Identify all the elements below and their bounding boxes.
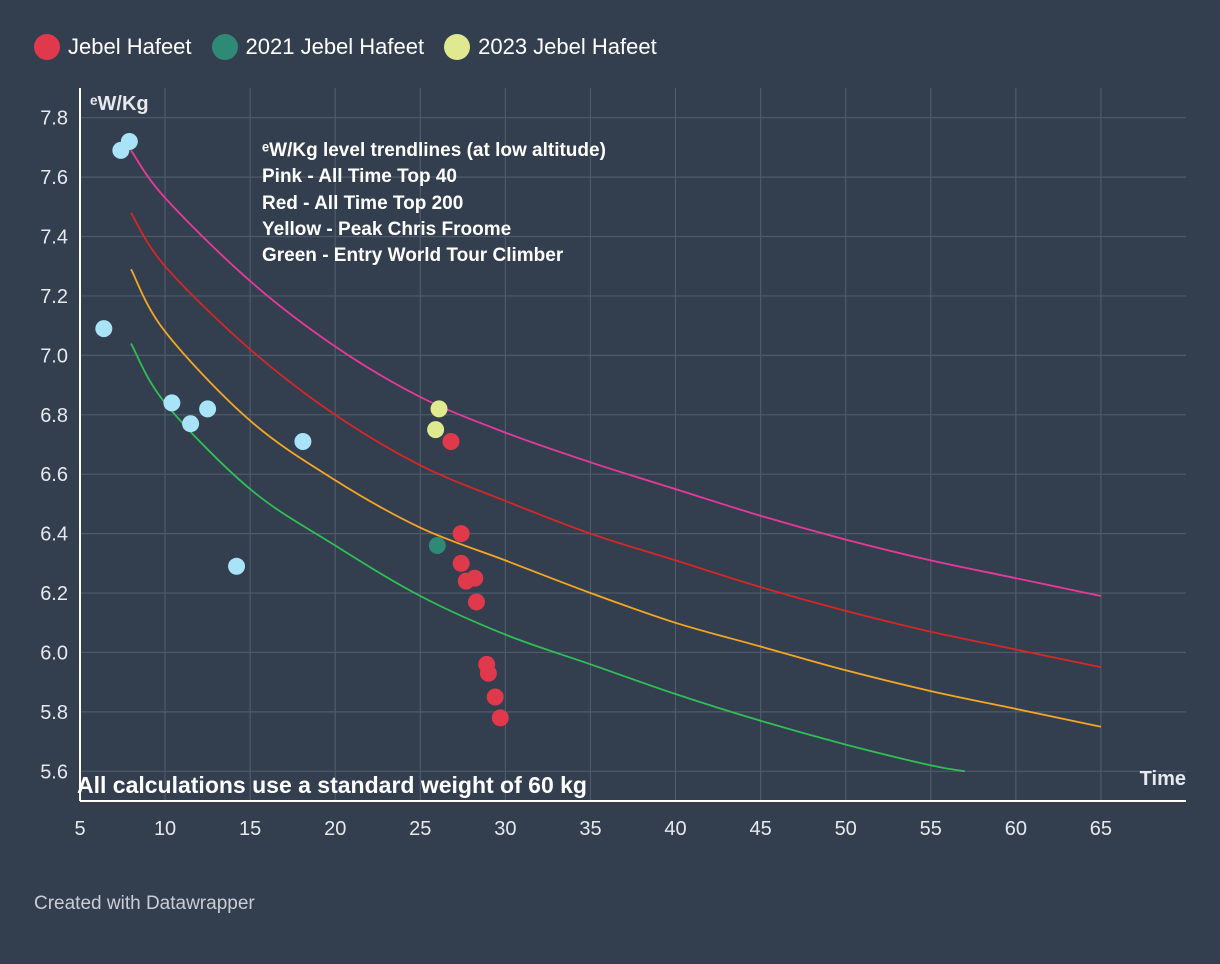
data-point-1-8[interactable] — [479, 664, 497, 682]
x-tick-label: 55 — [920, 818, 942, 840]
data-point-4-5[interactable] — [182, 415, 200, 433]
y-tick-label: 6.0 — [40, 642, 68, 664]
data-point-1-9[interactable] — [486, 688, 504, 706]
y-tick-label: 7.8 — [40, 108, 68, 130]
x-tick-label: 45 — [749, 818, 771, 840]
x-tick-label: 5 — [74, 818, 85, 840]
x-tick-label: 15 — [239, 818, 261, 840]
data-point-1-2[interactable] — [452, 525, 470, 543]
x-tick-label: 65 — [1090, 818, 1112, 840]
legend-swatch-2023-jebel-hafeet — [444, 34, 471, 60]
trendline-1 — [130, 149, 1102, 597]
trendline-note-pink: Pink - All Time Top 40 — [262, 166, 457, 187]
trendline-2 — [130, 212, 1102, 669]
chart-legend: Jebel Hafeet 2021 Jebel Hafeet 2023 Jebe… — [34, 34, 677, 60]
x-tick-label: 10 — [154, 818, 176, 840]
data-point-4-4[interactable] — [163, 394, 181, 412]
footer-credit: Created with Datawrapper — [34, 893, 255, 914]
data-point-1-10[interactable] — [491, 709, 509, 727]
y-tick-label: 6.4 — [40, 524, 68, 546]
data-point-4-3[interactable] — [95, 320, 113, 338]
data-point-3-1[interactable] — [430, 400, 448, 418]
scatter-chart: 5 10 15 20 25 30 35 40 45 50 55 60 65 5.6 5.8 6.0 6.2 6.4… — [40, 88, 1186, 840]
data-point-4-8[interactable] — [294, 433, 312, 451]
legend-label-2021-jebel-hafeet: 2021 Jebel Hafeet — [245, 34, 425, 59]
data-point-1-3[interactable] — [452, 554, 470, 572]
legend-item-2023-jebel-hafeet[interactable]: 2023 Jebel Hafeet — [444, 34, 657, 60]
legend-label-2023-jebel-hafeet: 2023 Jebel Hafeet — [478, 34, 657, 59]
trendline-note-yellow: Yellow - Peak Chris Froome — [262, 219, 511, 240]
legend-label-jebel-hafeet: Jebel Hafeet — [68, 34, 192, 59]
data-point-4-7[interactable] — [228, 557, 246, 575]
trendline-3 — [130, 268, 1102, 728]
x-tick-label: 40 — [664, 818, 686, 840]
data-point-2-1[interactable] — [428, 537, 446, 555]
grid-lines — [80, 88, 1186, 801]
trendline-4 — [130, 343, 965, 773]
y-tick-label: 6.2 — [40, 583, 68, 605]
legend-item-jebel-hafeet[interactable]: Jebel Hafeet — [34, 34, 192, 60]
tick-labels: 5 10 15 20 25 30 35 40 45 50 55 60 65 5.6 5.8 6.0 6.2 6.4… — [40, 108, 1112, 840]
data-point-1-6[interactable] — [467, 593, 485, 611]
y-tick-label: 7.2 — [40, 286, 68, 308]
legend-swatch-jebel-hafeet — [34, 34, 60, 60]
data-point-4-6[interactable] — [199, 400, 217, 418]
y-tick-label: 7.0 — [40, 345, 68, 367]
x-tick-label: 60 — [1005, 818, 1027, 840]
x-tick-label: 25 — [409, 818, 431, 840]
trendlines — [130, 149, 1102, 773]
data-point-1-5[interactable] — [466, 569, 484, 587]
y-tick-label: 7.4 — [40, 227, 68, 249]
y-tick-label: 5.6 — [40, 761, 68, 783]
annotations: ᵉW/Kg Time ᵉW/Kg level trendlines (at lo… — [77, 93, 1186, 798]
x-axis-title: Time — [1140, 768, 1186, 790]
legend-swatch-2021-jebel-hafeet — [211, 34, 238, 60]
x-tick-label: 35 — [579, 818, 601, 840]
y-tick-label: 6.8 — [40, 405, 68, 427]
x-tick-label: 20 — [324, 818, 346, 840]
y-axis-title: ᵉW/Kg — [90, 93, 149, 115]
data-point-1-1[interactable] — [442, 433, 460, 451]
data-point-3-2[interactable] — [427, 421, 445, 439]
x-tick-label: 50 — [835, 818, 857, 840]
weight-note: All calculations use a standard weight o… — [77, 772, 587, 798]
legend-item-2021-jebel-hafeet[interactable]: 2021 Jebel Hafeet — [211, 34, 425, 60]
trendline-note-red: Red - All Time Top 200 — [262, 193, 463, 214]
axes — [79, 88, 1186, 802]
trendline-note-green: Green - Entry World Tour Climber — [262, 245, 564, 266]
y-tick-label: 6.6 — [40, 464, 68, 486]
data-point-4-2[interactable] — [120, 132, 138, 150]
y-tick-label: 7.6 — [40, 167, 68, 189]
x-tick-label: 30 — [494, 818, 516, 840]
trendline-note-title: ᵉW/Kg level trendlines (at low altitude) — [262, 140, 606, 161]
data-points — [95, 132, 509, 727]
y-tick-label: 5.8 — [40, 702, 68, 724]
